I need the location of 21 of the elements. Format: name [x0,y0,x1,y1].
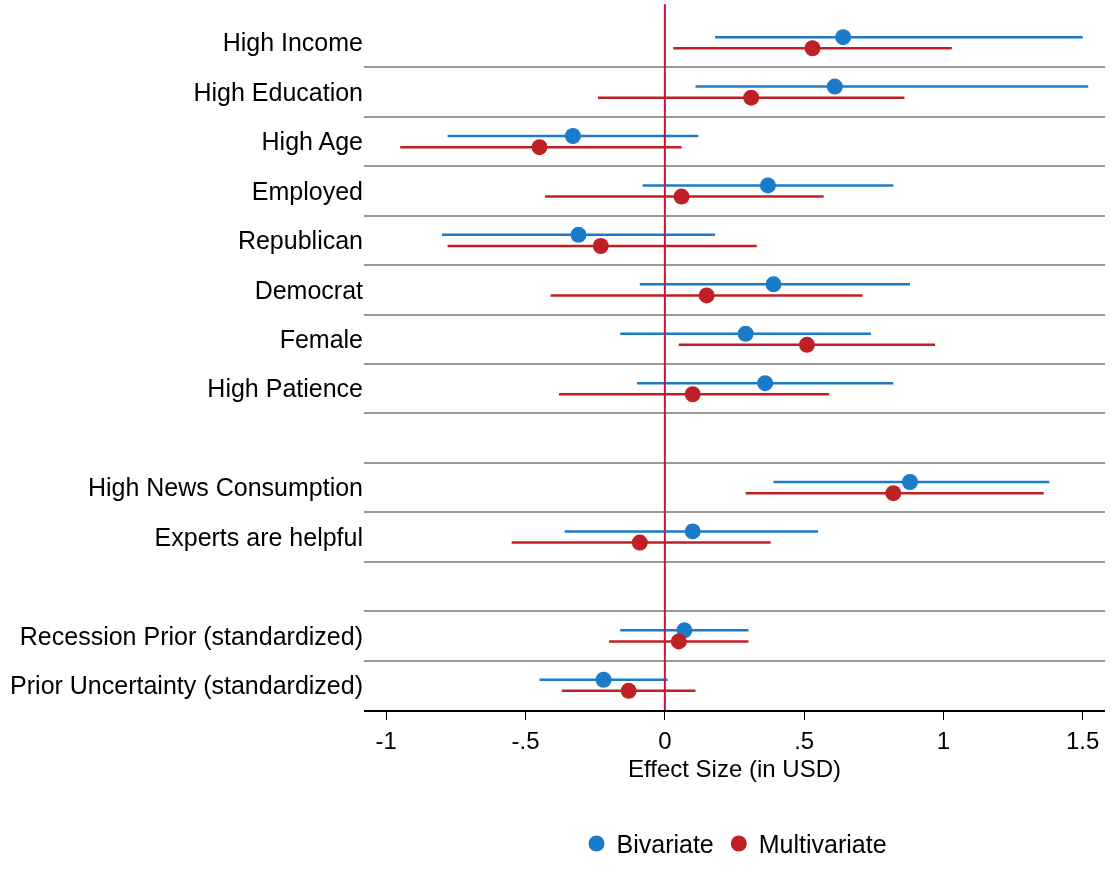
x-tick-label: 1.5 [1066,726,1100,754]
y-tick-label: High Income [222,28,363,57]
x-tick-label: .5 [794,726,815,754]
x-tick-label: 0 [658,726,672,754]
legend-label: Multivariate [758,830,887,859]
x-tick-label: 1 [936,726,951,754]
y-tick-label: High Age [261,127,363,156]
x-axis-title: Effect Size (in USD) [628,755,841,783]
y-tick-label: High News Consumption [87,473,363,502]
y-tick-label: Prior Uncertainty (standardized) [10,671,363,700]
y-tick-label: High Patience [207,374,363,403]
x-tick-label: -.5 [511,726,540,754]
y-tick-label: Experts are helpful [154,522,363,551]
x-tick-label: -1 [375,726,397,754]
y-tick-label: Republican [237,226,363,255]
y-tick-label: Employed [251,176,363,205]
y-tick-label: Recession Prior (standardized) [19,621,363,650]
legend-label: Bivariate [616,830,714,859]
y-tick-label: High Education [193,77,363,106]
y-tick-label: Female [279,325,363,354]
y-tick-label: Democrat [254,275,364,304]
